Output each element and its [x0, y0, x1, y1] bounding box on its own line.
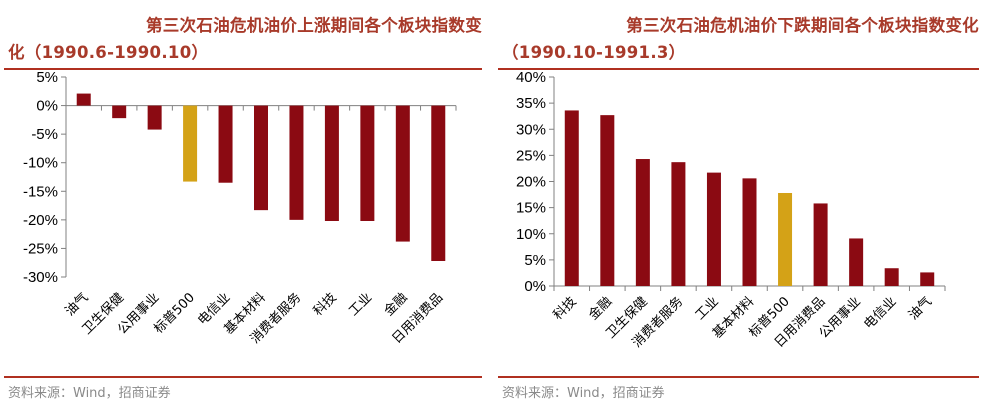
y-tick-label: 35%	[516, 95, 546, 112]
bar	[884, 268, 899, 286]
y-tick-label: 5%	[524, 252, 546, 269]
y-tick-label: 25%	[516, 147, 546, 164]
bar	[324, 105, 339, 221]
source-note: 资料来源：Wind，招商证券	[8, 386, 171, 401]
y-tick-label: 10%	[516, 226, 546, 243]
bar	[76, 93, 91, 106]
chart-title: 第三次石油危机油价上涨期间各个板块指数变 化（1990.6-1990.10）	[8, 12, 482, 66]
source-divider	[4, 376, 482, 378]
bar	[289, 105, 304, 220]
category-label: 金融	[381, 290, 411, 320]
y-tick-label: 5%	[36, 69, 58, 86]
bar	[395, 105, 410, 242]
bar	[360, 105, 375, 221]
y-tick-label: -20%	[23, 212, 58, 229]
y-tick-label: -30%	[23, 269, 58, 286]
y-tick-label: -15%	[23, 183, 58, 200]
bar	[600, 115, 615, 286]
chart-panel-left: 第三次石油危机油价上涨期间各个板块指数变 化（1990.6-1990.10） 5…	[0, 0, 486, 413]
bar	[671, 162, 686, 286]
bar	[813, 203, 828, 286]
y-tick-label: 20%	[516, 174, 546, 191]
category-label: 油气	[905, 294, 935, 324]
y-tick-label: 15%	[516, 200, 546, 217]
y-tick-label: 40%	[516, 69, 546, 86]
chart-title-line-2: （1990.10-1991.3）	[502, 43, 686, 62]
bar	[778, 192, 793, 286]
y-tick-label: -5%	[31, 126, 58, 143]
title-divider	[498, 68, 979, 70]
category-label: 工业	[346, 290, 375, 319]
y-tick-label: -10%	[23, 155, 58, 172]
source-divider	[498, 376, 979, 378]
category-label: 金融	[585, 294, 615, 324]
chart-title-line-1: 第三次石油危机油价上涨期间各个板块指数变	[146, 16, 482, 35]
category-label: 科技	[311, 290, 340, 319]
bar	[147, 105, 162, 130]
bar	[218, 105, 233, 183]
bar	[431, 105, 446, 261]
bar	[254, 105, 268, 211]
title-divider	[4, 68, 482, 70]
category-label: 工业	[693, 294, 722, 323]
bar	[742, 178, 757, 286]
bar	[849, 238, 864, 286]
bar	[706, 172, 721, 286]
category-label: 科技	[551, 294, 580, 323]
chart-title-line-2: 化（1990.6-1990.10）	[8, 43, 209, 62]
category-label: 电信业	[861, 294, 899, 332]
chart-title: 第三次石油危机油价下跌期间各个板块指数变化 （1990.10-1991.3）	[502, 12, 979, 66]
bar	[112, 105, 127, 119]
bar	[183, 105, 198, 182]
y-tick-label: 0%	[524, 278, 546, 295]
y-tick-label: -25%	[23, 240, 58, 257]
bar	[564, 110, 579, 286]
category-label: 油气	[62, 290, 92, 320]
chart-panel-right: 第三次石油危机油价下跌期间各个板块指数变化 （1990.10-1991.3） 4…	[494, 0, 983, 413]
chart-title-line-1: 第三次石油危机油价下跌期间各个板块指数变化	[626, 16, 979, 35]
bar	[635, 159, 650, 286]
bar	[920, 272, 935, 286]
y-tick-label: 30%	[516, 121, 546, 138]
bar-chart: 5%0%-5%-10%-15%-20%-25%-30%油气卫生保健公用事业标普5…	[23, 69, 457, 347]
source-note: 资料来源：Wind，招商证券	[502, 386, 665, 401]
y-tick-label: 0%	[36, 98, 58, 115]
